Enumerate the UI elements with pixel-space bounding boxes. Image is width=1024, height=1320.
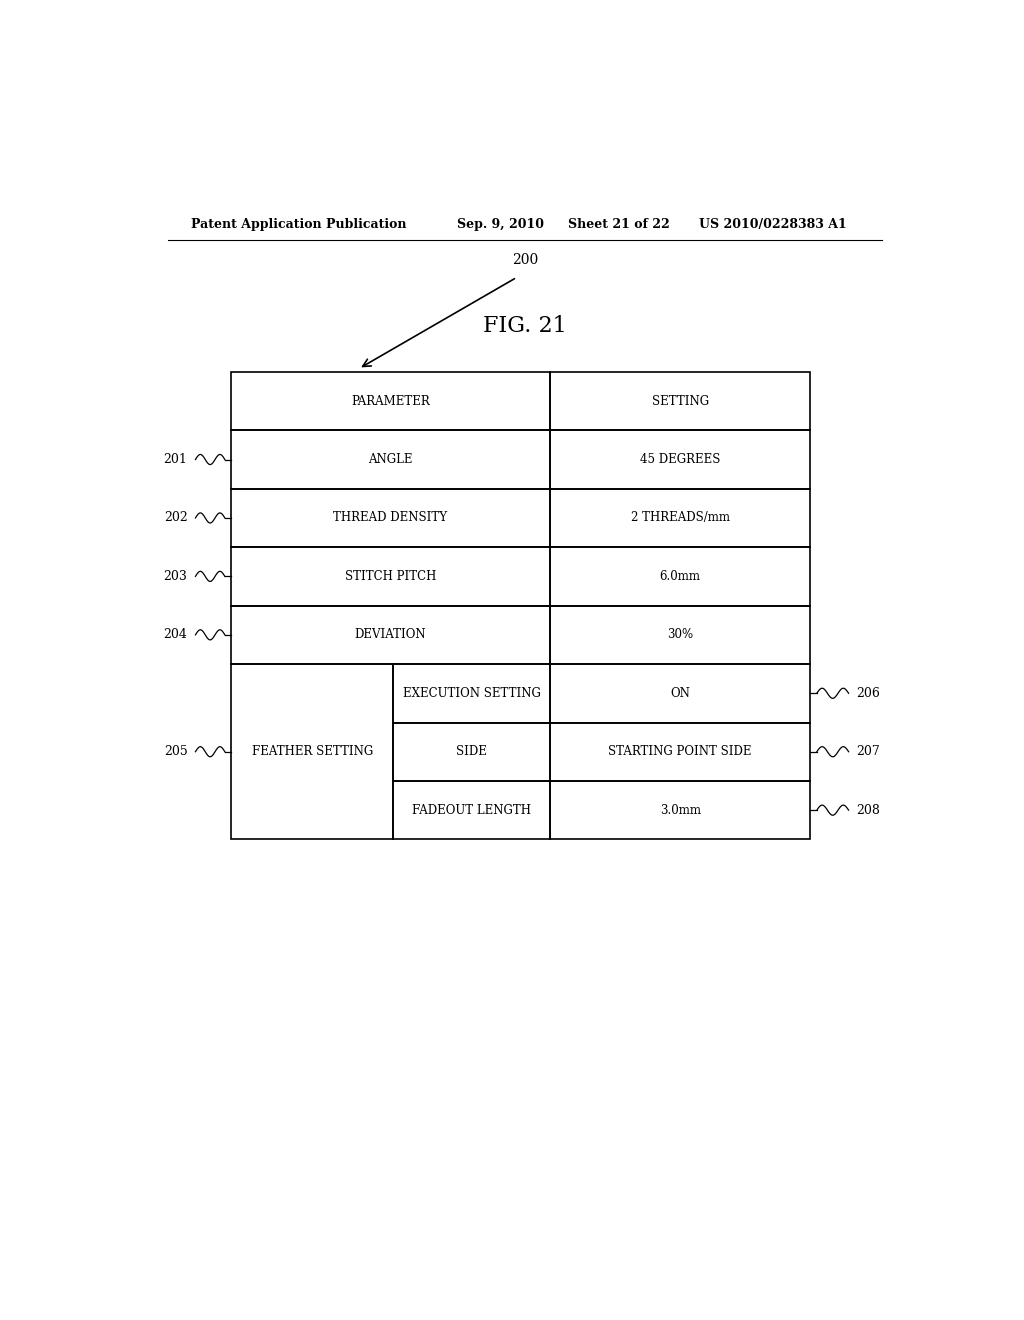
Bar	[550, 781, 811, 840]
Bar	[550, 372, 811, 430]
Text: 208: 208	[856, 804, 881, 817]
Text: FIG. 21: FIG. 21	[483, 315, 566, 337]
Bar	[550, 548, 811, 606]
Bar	[550, 488, 811, 548]
Text: SETTING: SETTING	[651, 395, 709, 408]
Text: 45 DEGREES: 45 DEGREES	[640, 453, 720, 466]
Text: ON: ON	[671, 686, 690, 700]
Text: 203: 203	[164, 570, 187, 583]
Text: ANGLE: ANGLE	[369, 453, 413, 466]
Text: 2 THREADS/mm: 2 THREADS/mm	[631, 511, 730, 524]
Text: Sheet 21 of 22: Sheet 21 of 22	[568, 218, 670, 231]
Bar	[231, 372, 550, 430]
Text: STARTING POINT SIDE: STARTING POINT SIDE	[608, 746, 752, 758]
Text: Patent Application Publication: Patent Application Publication	[191, 218, 407, 231]
Text: 205: 205	[164, 746, 187, 758]
Bar	[231, 488, 550, 548]
Text: 6.0mm: 6.0mm	[659, 570, 700, 583]
Text: 207: 207	[856, 746, 881, 758]
Text: 201: 201	[164, 453, 187, 466]
Text: PARAMETER: PARAMETER	[351, 395, 430, 408]
Text: 204: 204	[164, 628, 187, 642]
Bar	[550, 430, 811, 488]
Text: THREAD DENSITY: THREAD DENSITY	[334, 511, 447, 524]
Text: 200: 200	[512, 253, 538, 267]
Text: SIDE: SIDE	[456, 746, 487, 758]
Bar	[550, 606, 811, 664]
Bar	[393, 781, 550, 840]
Bar	[393, 722, 550, 781]
Text: 30%: 30%	[667, 628, 693, 642]
Text: FEATHER SETTING: FEATHER SETTING	[252, 746, 373, 758]
Text: FADEOUT LENGTH: FADEOUT LENGTH	[412, 804, 531, 817]
Bar	[231, 430, 550, 488]
Bar	[550, 722, 811, 781]
Bar	[231, 606, 550, 664]
Text: 202: 202	[164, 511, 187, 524]
Text: Sep. 9, 2010: Sep. 9, 2010	[458, 218, 545, 231]
Bar	[550, 664, 811, 722]
Text: STITCH PITCH: STITCH PITCH	[345, 570, 436, 583]
Text: US 2010/0228383 A1: US 2010/0228383 A1	[699, 218, 847, 231]
Bar	[231, 664, 393, 840]
Text: EXECUTION SETTING: EXECUTION SETTING	[402, 686, 541, 700]
Bar	[231, 548, 550, 606]
Text: 3.0mm: 3.0mm	[659, 804, 700, 817]
Text: DEVIATION: DEVIATION	[354, 628, 426, 642]
Text: 206: 206	[856, 686, 881, 700]
Bar	[393, 664, 550, 722]
